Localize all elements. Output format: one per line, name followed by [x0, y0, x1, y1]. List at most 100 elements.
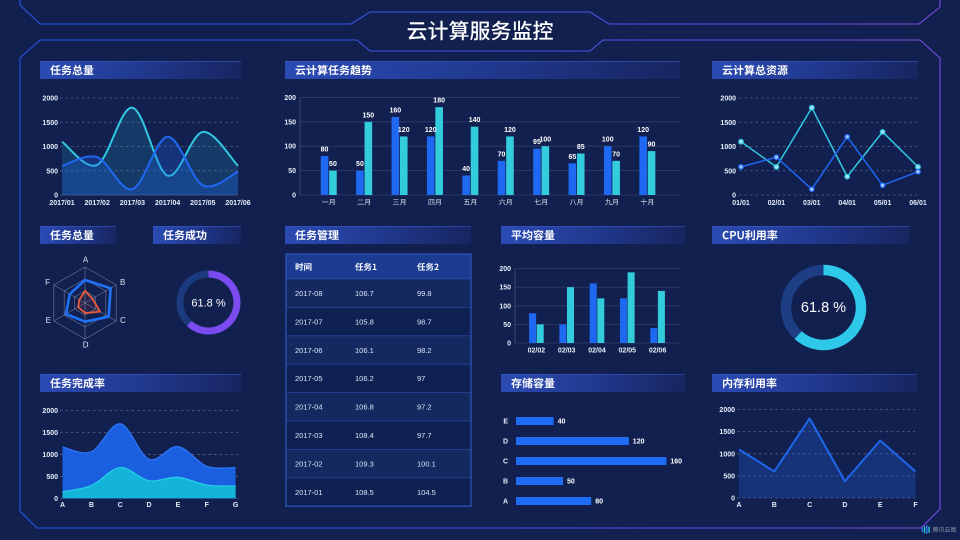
svg-text:1500: 1500 — [42, 430, 58, 437]
svg-text:85: 85 — [577, 144, 585, 151]
svg-text:100: 100 — [540, 137, 552, 144]
svg-text:106.1: 106.1 — [355, 346, 374, 355]
svg-text:05/01: 05/01 — [874, 200, 892, 207]
svg-text:1500: 1500 — [42, 120, 58, 127]
svg-text:70: 70 — [612, 151, 620, 158]
svg-text:0: 0 — [54, 496, 58, 503]
svg-text:160: 160 — [670, 459, 682, 466]
svg-text:0: 0 — [54, 193, 58, 200]
svg-text:C: C — [807, 502, 812, 509]
svg-text:B: B — [89, 502, 94, 509]
svg-text:E: E — [46, 316, 51, 325]
svg-text:97: 97 — [417, 374, 425, 383]
svg-text:03/01: 03/01 — [803, 200, 821, 207]
svg-text:98.7: 98.7 — [417, 317, 432, 326]
svg-text:D: D — [83, 340, 89, 349]
svg-text:2017/04: 2017/04 — [155, 200, 180, 207]
svg-text:C: C — [120, 316, 126, 325]
svg-text:06/01: 06/01 — [909, 200, 927, 207]
svg-text:100: 100 — [284, 144, 296, 151]
svg-text:97.7: 97.7 — [417, 431, 432, 440]
svg-text:02/02: 02/02 — [528, 348, 546, 355]
svg-text:2017/03: 2017/03 — [120, 200, 145, 207]
svg-text:2017-02: 2017-02 — [295, 459, 323, 468]
svg-text:50: 50 — [356, 161, 364, 168]
svg-text:01/01: 01/01 — [732, 200, 750, 207]
svg-text:B: B — [503, 479, 508, 486]
svg-text:C: C — [118, 502, 123, 509]
svg-text:E: E — [176, 502, 181, 509]
svg-text:2000: 2000 — [719, 407, 735, 414]
svg-text:50: 50 — [329, 161, 337, 168]
svg-text:50: 50 — [503, 322, 511, 329]
svg-text:40: 40 — [462, 166, 470, 173]
svg-text:120: 120 — [504, 127, 516, 134]
svg-text:500: 500 — [46, 168, 58, 175]
svg-text:100.1: 100.1 — [417, 459, 436, 468]
svg-text:80: 80 — [321, 146, 329, 153]
svg-text:E: E — [878, 502, 883, 509]
svg-text:150: 150 — [284, 119, 296, 126]
svg-text:1000: 1000 — [42, 452, 58, 459]
svg-text:160: 160 — [390, 107, 402, 114]
svg-text:A: A — [60, 502, 65, 509]
svg-text:02/06: 02/06 — [649, 348, 667, 355]
svg-text:F: F — [45, 278, 50, 287]
svg-text:A: A — [503, 499, 508, 506]
svg-text:80: 80 — [595, 499, 603, 506]
svg-text:500: 500 — [723, 473, 735, 480]
svg-text:99.8: 99.8 — [417, 289, 432, 298]
svg-text:180: 180 — [433, 98, 445, 105]
svg-text:200: 200 — [499, 266, 511, 273]
svg-text:120: 120 — [425, 127, 437, 134]
svg-text:95: 95 — [533, 139, 541, 146]
svg-text:500: 500 — [46, 474, 58, 481]
svg-text:120: 120 — [637, 127, 649, 134]
svg-text:120: 120 — [633, 439, 645, 446]
svg-text:100: 100 — [602, 137, 614, 144]
svg-text:140: 140 — [469, 117, 481, 124]
svg-text:108.4: 108.4 — [355, 431, 374, 440]
svg-text:2017-04: 2017-04 — [295, 403, 323, 412]
svg-text:150: 150 — [363, 112, 375, 119]
svg-text:97.2: 97.2 — [417, 403, 432, 412]
svg-text:500: 500 — [724, 168, 736, 175]
svg-text:40: 40 — [558, 419, 566, 426]
svg-text:04/01: 04/01 — [838, 200, 856, 207]
svg-text:2017/02: 2017/02 — [85, 200, 110, 207]
svg-text:1000: 1000 — [42, 144, 58, 151]
svg-text:0: 0 — [732, 193, 736, 200]
svg-text:61.8 %: 61.8 % — [191, 298, 225, 310]
svg-text:A: A — [83, 255, 89, 264]
svg-text:02/03: 02/03 — [558, 348, 576, 355]
svg-text:50: 50 — [288, 168, 296, 175]
svg-text:2000: 2000 — [42, 408, 58, 415]
svg-text:65: 65 — [568, 154, 576, 161]
svg-text:200: 200 — [284, 95, 296, 102]
svg-text:0: 0 — [731, 496, 735, 503]
svg-text:50: 50 — [567, 479, 575, 486]
svg-text:105.8: 105.8 — [355, 317, 374, 326]
svg-text:2017/06: 2017/06 — [225, 200, 250, 207]
svg-text:1000: 1000 — [719, 451, 735, 458]
svg-text:F: F — [205, 502, 210, 509]
svg-text:0: 0 — [507, 341, 511, 348]
svg-text:A: A — [736, 502, 741, 509]
svg-text:100: 100 — [499, 303, 511, 310]
svg-text:1500: 1500 — [720, 120, 736, 127]
svg-text:B: B — [772, 502, 777, 509]
svg-text:02/05: 02/05 — [619, 348, 637, 355]
svg-text:2017-06: 2017-06 — [295, 346, 323, 355]
svg-text:109.3: 109.3 — [355, 459, 374, 468]
svg-text:B: B — [120, 278, 125, 287]
svg-text:2017/05: 2017/05 — [190, 200, 215, 207]
svg-text:0: 0 — [292, 193, 296, 200]
svg-text:70: 70 — [498, 151, 506, 158]
svg-text:106.8: 106.8 — [355, 403, 374, 412]
svg-text:108.5: 108.5 — [355, 488, 374, 497]
svg-text:02/01: 02/01 — [768, 200, 786, 207]
svg-text:C: C — [503, 459, 508, 466]
svg-text:2017-08: 2017-08 — [295, 289, 323, 298]
svg-text:2017-07: 2017-07 — [295, 317, 323, 326]
svg-text:F: F — [913, 502, 918, 509]
